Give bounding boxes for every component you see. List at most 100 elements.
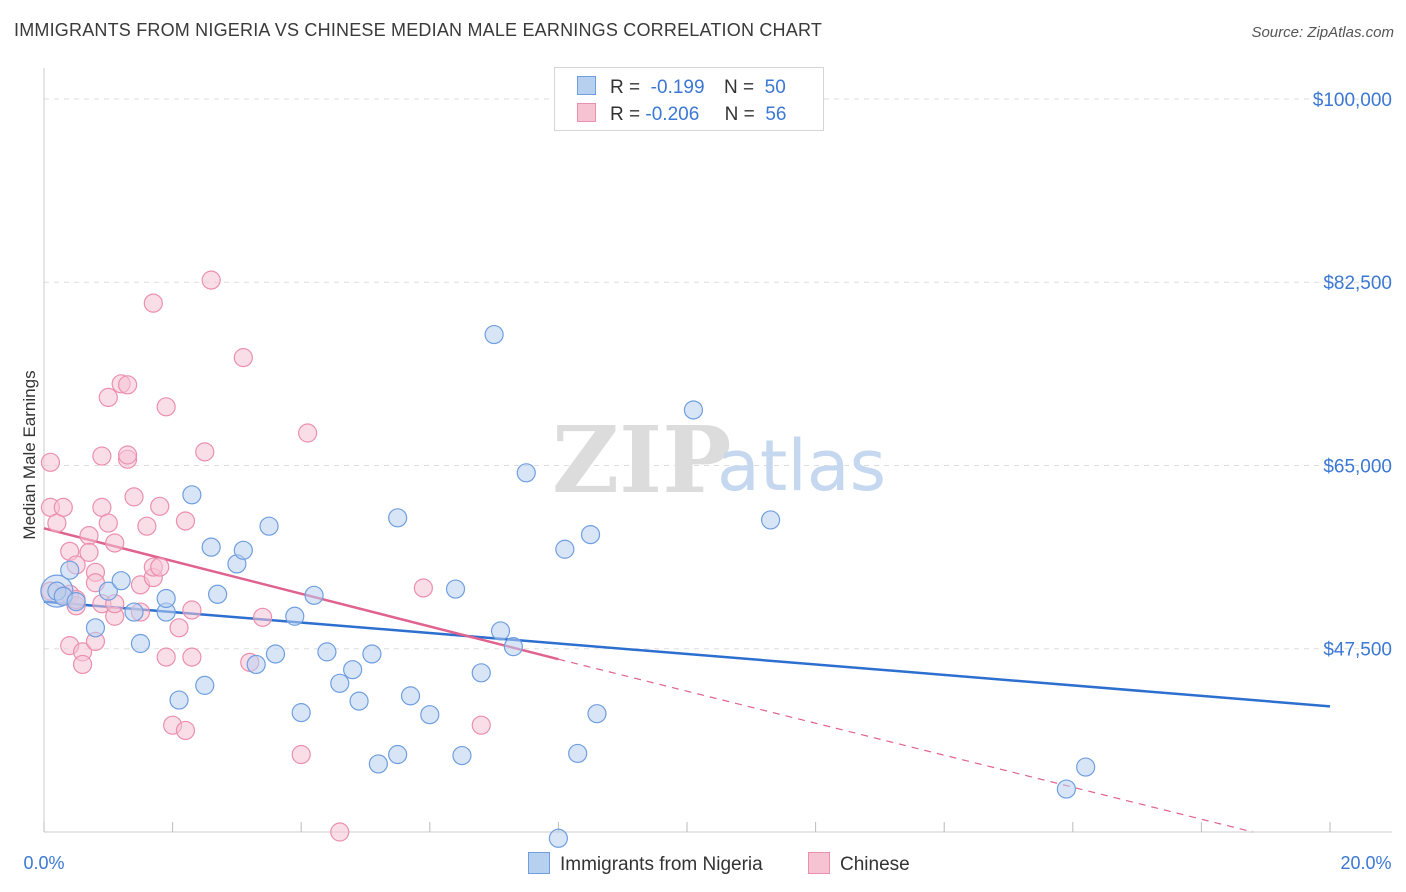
nigeria-point <box>490 621 511 641</box>
chinese-point <box>156 647 176 667</box>
chinese-point <box>291 744 311 765</box>
nigeria-point <box>388 508 408 528</box>
y-tick-labels: $47,500 $65,000 $82,500 $100,000 <box>1313 90 1392 661</box>
watermark-atlas: atlas <box>717 425 886 507</box>
chinese-point <box>79 526 99 546</box>
nigeria-point <box>66 592 86 612</box>
nigeria-legend-swatch <box>528 852 550 874</box>
legend-n-label: N = <box>723 77 755 98</box>
legend-r-label: R = <box>610 77 641 98</box>
y-tick-label: $47,500 <box>1323 640 1392 661</box>
chinese-point <box>298 423 318 443</box>
legend-n-value-chinese: 56 <box>765 104 787 125</box>
nigeria-point <box>130 633 151 654</box>
x-tick-labels: 0.0% 20.0% <box>23 853 1391 873</box>
nigeria-point <box>568 743 588 764</box>
chinese-point <box>201 270 221 290</box>
x-tick-label: 20.0% <box>1340 853 1391 873</box>
nigeria-point <box>362 644 382 664</box>
nigeria-swatch <box>577 76 596 95</box>
chinese-point <box>182 647 202 667</box>
nigeria-point <box>445 579 466 599</box>
bottom-legend-nigeria: Immigrants from Nigeria <box>528 852 763 876</box>
nigeria-point <box>420 705 440 725</box>
nigeria-point <box>388 744 408 765</box>
nigeria-point <box>201 537 221 557</box>
chinese-points <box>40 270 491 842</box>
legend-r-value-chinese: -0.206 <box>645 104 700 125</box>
chinese-swatch <box>577 103 596 122</box>
chinese-point <box>330 822 350 842</box>
nigeria-point <box>182 485 202 505</box>
nigeria-point <box>317 642 337 662</box>
nigeria-point <box>555 539 575 559</box>
trend-lines <box>43 527 1331 833</box>
y-tick-label: $100,000 <box>1313 90 1392 111</box>
chinese-point <box>175 720 196 741</box>
chinese-point <box>53 497 73 517</box>
chinese-point <box>98 387 118 408</box>
nigeria-points <box>40 324 1096 848</box>
legend-row-chinese: R = -0.206 N = 56 <box>577 103 786 125</box>
chinese-point <box>156 397 176 417</box>
nigeria-point <box>587 704 607 724</box>
nigeria-point <box>291 703 311 723</box>
legend-row-nigeria: R = -0.199 N = 50 <box>577 76 786 98</box>
nigeria-point <box>580 524 601 545</box>
nigeria-point <box>683 400 704 420</box>
nigeria-point <box>503 637 523 657</box>
bottom-legend-chinese: Chinese <box>808 852 910 876</box>
chinese-legend-label: Chinese <box>840 854 910 875</box>
chinese-point <box>137 516 157 536</box>
y-tick-label: $82,500 <box>1323 273 1392 294</box>
x-tick-label: 0.0% <box>23 853 64 873</box>
nigeria-point <box>208 584 228 604</box>
nigeria-point <box>368 754 388 774</box>
nigeria-point <box>195 675 215 695</box>
nigeria-point <box>169 690 189 710</box>
nigeria-point <box>285 606 305 626</box>
chinese-point <box>79 542 99 562</box>
nigeria-point <box>330 673 350 693</box>
chinese-point <box>40 452 61 472</box>
legend-n-value-nigeria: 50 <box>764 77 786 98</box>
chinese-trend-line <box>43 527 559 661</box>
chinese-point <box>105 533 125 553</box>
nigeria-point <box>1076 757 1096 777</box>
nigeria-point <box>471 663 491 683</box>
nigeria-point <box>349 691 369 711</box>
legend-n-label: N = <box>724 104 755 125</box>
chinese-point <box>143 293 163 313</box>
watermark: ZIP atlas <box>552 406 886 514</box>
nigeria-point <box>548 828 569 848</box>
chinese-trend-extension <box>558 658 1253 833</box>
nigeria-point <box>265 644 286 664</box>
axes <box>43 68 1392 833</box>
chinese-point <box>253 607 273 627</box>
nigeria-point <box>124 602 144 622</box>
nigeria-point <box>85 618 106 638</box>
nigeria-point <box>60 560 80 580</box>
chinese-point <box>169 618 189 638</box>
chinese-point <box>195 442 215 462</box>
chinese-point <box>150 557 170 577</box>
chinese-point <box>117 375 138 395</box>
nigeria-point <box>233 540 253 560</box>
chinese-point <box>124 487 144 507</box>
chinese-legend-swatch <box>808 852 830 874</box>
chinese-point <box>72 654 93 675</box>
legend-r-label: R = <box>610 104 641 125</box>
nigeria-point <box>259 516 279 536</box>
nigeria-point <box>400 686 421 706</box>
nigeria-point <box>1056 779 1076 799</box>
nigeria-point <box>484 324 504 345</box>
nigeria-legend-label: Immigrants from Nigeria <box>560 854 763 875</box>
nigeria-point <box>452 745 472 766</box>
y-tick-label: $65,000 <box>1323 456 1392 477</box>
watermark-zip: ZIP <box>552 406 731 514</box>
chinese-point <box>175 511 196 531</box>
nigeria-point <box>304 585 324 605</box>
chinese-point <box>98 513 118 533</box>
chinese-point <box>117 445 138 465</box>
